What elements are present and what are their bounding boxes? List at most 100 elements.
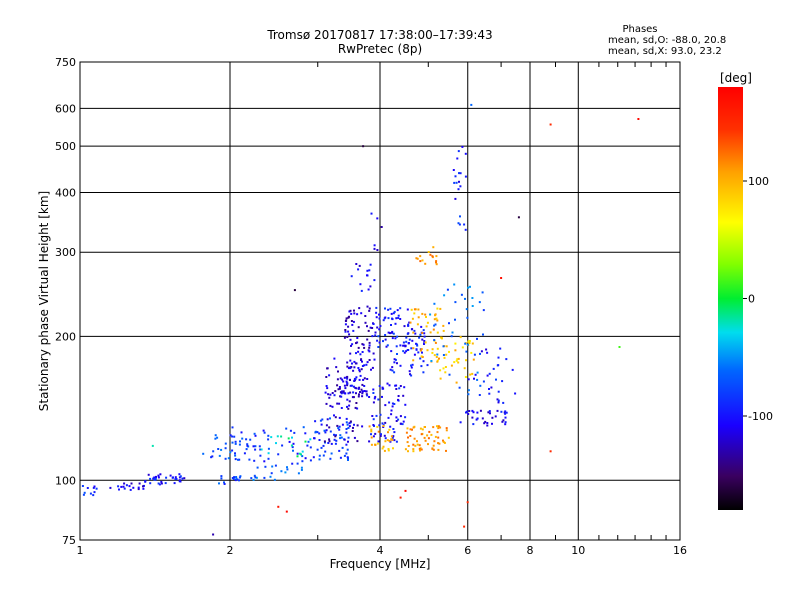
data-point	[497, 399, 500, 402]
data-point	[423, 436, 426, 439]
data-point	[395, 345, 398, 348]
data-point	[214, 434, 217, 437]
data-point	[349, 352, 352, 355]
data-point	[407, 349, 410, 351]
data-point	[152, 477, 155, 480]
data-point	[347, 316, 350, 319]
data-point	[300, 466, 303, 469]
data-point	[465, 350, 468, 353]
data-point	[339, 456, 342, 459]
data-point	[406, 332, 409, 335]
data-point	[502, 401, 505, 404]
data-point	[348, 422, 351, 425]
data-point	[392, 332, 395, 335]
data-point	[236, 478, 239, 481]
data-point	[396, 353, 398, 355]
data-point	[442, 324, 445, 327]
data-point	[391, 402, 394, 405]
data-point	[463, 367, 466, 370]
data-point	[467, 340, 470, 343]
data-point	[491, 422, 493, 425]
data-point	[407, 450, 409, 453]
data-point	[405, 431, 408, 434]
data-point	[355, 263, 358, 265]
data-point	[436, 347, 439, 350]
data-point	[390, 435, 393, 438]
data-point	[357, 387, 360, 390]
data-point	[333, 414, 335, 417]
data-point	[471, 342, 474, 345]
data-point	[479, 384, 482, 387]
data-point	[391, 366, 394, 369]
data-point	[419, 357, 422, 360]
data-point	[393, 439, 396, 442]
data-point	[402, 341, 405, 344]
data-point	[387, 317, 390, 320]
data-point	[345, 443, 348, 446]
data-point	[432, 328, 435, 331]
data-point	[476, 337, 478, 340]
data-point	[337, 370, 339, 373]
data-point	[415, 342, 417, 345]
data-point	[275, 442, 277, 445]
data-point	[160, 480, 163, 483]
data-point	[377, 346, 380, 348]
data-point	[419, 349, 422, 352]
data-point	[424, 313, 427, 316]
data-point	[346, 423, 349, 426]
data-point	[293, 431, 296, 434]
data-point	[128, 485, 131, 488]
data-point	[356, 313, 359, 316]
data-point	[350, 384, 353, 387]
data-point	[254, 448, 257, 451]
data-point	[406, 441, 409, 444]
data-point	[349, 309, 352, 312]
data-point	[296, 452, 299, 455]
data-point	[391, 317, 393, 320]
data-point	[389, 332, 391, 335]
data-point	[412, 426, 415, 429]
data-point	[452, 169, 455, 171]
data-point	[354, 386, 357, 389]
data-point	[218, 454, 221, 457]
data-point	[323, 440, 326, 443]
data-point	[472, 358, 475, 361]
data-point	[456, 358, 459, 361]
data-point	[511, 368, 514, 371]
data-point	[333, 357, 336, 360]
data-point	[422, 360, 425, 363]
data-point	[393, 371, 396, 374]
data-point	[497, 401, 500, 404]
data-point	[496, 398, 499, 401]
data-point	[486, 422, 489, 424]
data-point	[424, 341, 427, 344]
data-point	[461, 145, 464, 148]
data-point	[376, 339, 379, 342]
data-point	[362, 343, 365, 346]
data-point	[285, 427, 288, 430]
data-point	[464, 342, 467, 345]
data-point	[437, 427, 440, 430]
data-point	[391, 438, 394, 441]
data-point	[394, 322, 397, 325]
data-point	[420, 448, 423, 451]
data-point	[338, 402, 341, 405]
x-tick-label: 4	[377, 544, 384, 557]
data-point	[410, 364, 412, 367]
data-point	[455, 181, 458, 184]
data-point	[350, 344, 352, 347]
data-point	[137, 488, 140, 491]
data-point	[382, 445, 385, 448]
data-point	[211, 455, 214, 458]
data-point	[151, 444, 154, 447]
data-point	[440, 336, 443, 339]
chart-title: Tromsø 20170817 17:38:00–17:39:43	[266, 28, 492, 42]
data-point	[473, 377, 475, 380]
data-point	[420, 433, 423, 436]
data-point	[419, 255, 422, 258]
data-point	[465, 411, 467, 414]
data-point	[421, 428, 424, 431]
data-point	[291, 462, 294, 465]
data-point	[421, 351, 423, 354]
data-point	[345, 452, 348, 455]
